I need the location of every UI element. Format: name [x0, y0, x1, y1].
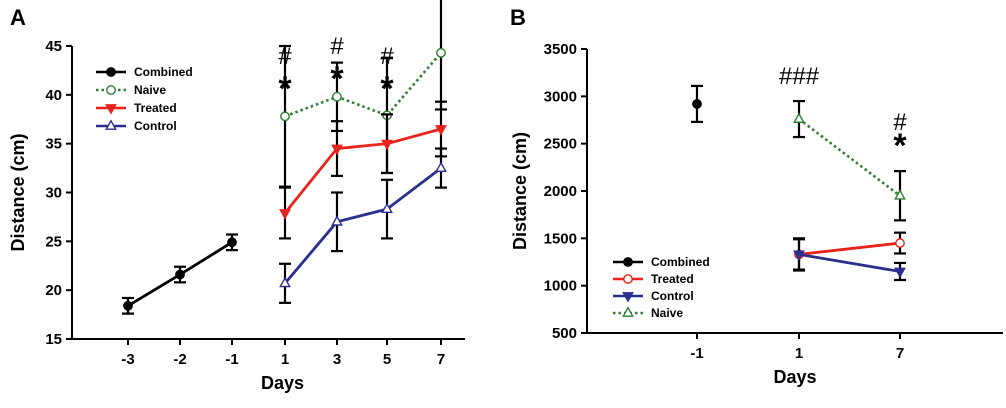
- panel-a-legend-marker: [105, 104, 117, 115]
- panel-a-point-combined: [123, 300, 133, 311]
- panel-b-significance-star: *: [893, 127, 907, 165]
- panel-b-point-treated: [895, 238, 905, 248]
- panel-b-x-tick-label: 1: [795, 345, 803, 362]
- panel-a-point-control: [381, 202, 393, 214]
- panel-a-legend-marker: [106, 67, 116, 77]
- panel-a-legend-label: Combined: [134, 65, 193, 79]
- panel-a-x-tick-label: 3: [333, 351, 341, 368]
- panel-b-series-line-naive: [798, 118, 901, 197]
- panel-a-series-naive: [279, 0, 447, 188]
- panel-b-y-tick-label: 2000: [544, 183, 577, 200]
- panel-b-legend-label: Control: [651, 289, 694, 303]
- panel-a-legend-label: Control: [134, 119, 177, 133]
- panel-b-y-tick-label: 500: [552, 325, 577, 342]
- panel-a-significance-star: *: [380, 70, 394, 108]
- panel-a-x-tick-label: 5: [383, 351, 391, 368]
- panel-b-legend-marker: [622, 306, 634, 317]
- panel-b-significance-hash: ###: [779, 63, 820, 90]
- panel-b-legend-label: Treated: [651, 272, 694, 286]
- panel-a-x-tick-label: -1: [225, 351, 238, 368]
- panel-b-legend-label: Naive: [651, 306, 683, 320]
- panel-a-series-line-naive: [284, 51, 442, 118]
- panel-a-y-tick-label: 35: [45, 136, 62, 153]
- panel-a-significance-hash: #: [278, 43, 292, 70]
- panel-a-significance-star: *: [278, 70, 292, 108]
- panel-a-y-tick-label: 25: [45, 233, 62, 250]
- panel-b-legend-marker: [622, 292, 634, 303]
- panel-b-legend-label: Combined: [651, 255, 710, 269]
- panel-b-series-control: [793, 238, 906, 282]
- panel-b-series-line-control: [798, 253, 901, 273]
- panel-b-y-tick-label: 1000: [544, 278, 577, 295]
- panel-a-x-tick-label: -2: [173, 351, 186, 368]
- panel-a-legend-marker: [105, 119, 117, 130]
- panel-a-significance-hash: #: [330, 33, 344, 60]
- panel-b-significance-hash: #: [893, 109, 907, 136]
- panel-b-point-combined: [692, 99, 702, 109]
- panel-b-legend: Combined Treated Control Naive: [613, 255, 710, 320]
- panel-a-point-control: [279, 276, 291, 288]
- panel-a-x-tick-label: 7: [437, 351, 445, 368]
- panel-a-point-treated: [279, 209, 291, 220]
- panel-b-y-tick-label: 3000: [544, 88, 577, 105]
- panel-a-legend-marker: [106, 85, 116, 95]
- panel-a-legend-label: Treated: [134, 101, 177, 115]
- panel-a-series-combined: [122, 233, 238, 315]
- panel-a-point-treated: [381, 139, 393, 151]
- panel-a-point-treated: [331, 144, 343, 156]
- panel-a-y-tick-label: 15: [45, 331, 62, 348]
- panel-a-point-naive: [436, 47, 446, 58]
- panel-a-series-line-control: [283, 166, 442, 285]
- panel-a-point-combined: [227, 237, 237, 248]
- panel-b-y-tick-label: 1500: [544, 230, 577, 247]
- panel-b-x-tick-label: 7: [896, 345, 904, 362]
- panel-a-y-tick-label: 30: [45, 185, 62, 202]
- panel-a-legend: Combined Naive Treated Control: [96, 65, 193, 133]
- panel-b-point-naive: [793, 112, 805, 123]
- panel-b-series-naive: [793, 99, 906, 222]
- panel-a-y-axis-title: Distance (cm): [8, 133, 28, 251]
- panel-a-point-combined: [175, 269, 185, 280]
- panel-a-point-control: [435, 161, 447, 172]
- panel-b-point-control: [793, 250, 805, 262]
- panel-a-point-naive: [280, 111, 290, 122]
- panel-b-x-axis-title: Days: [773, 367, 816, 387]
- panel-b-point-naive: [894, 189, 906, 200]
- panel-a-point-treated: [435, 125, 447, 136]
- panel-b-x-tick-label: -1: [690, 345, 703, 362]
- panel-a-point-naive: [332, 91, 342, 102]
- panel-a-y-tick-label: 40: [45, 87, 62, 104]
- panel-a-series-line-treated: [283, 127, 442, 214]
- panel-a-legend-label: Naive: [134, 83, 166, 97]
- panel-b-legend-marker: [623, 274, 633, 284]
- panel-b-y-axis-title: Distance (cm): [510, 132, 530, 250]
- panel-a-x-tick-label: 1: [281, 351, 289, 368]
- panel-a-point-control: [331, 215, 343, 226]
- panel-b-series-combined: [691, 84, 703, 123]
- panel-a-significance-hash: #: [380, 43, 394, 70]
- panel-a-x-tick-label: -3: [121, 351, 134, 368]
- panel-a-series-treated: [279, 100, 447, 240]
- panel-a-series-control: [279, 147, 447, 304]
- panel-b-legend-marker: [623, 257, 633, 267]
- panel-a-x-axis-title: Days: [261, 373, 304, 393]
- panel-b-point-control: [894, 267, 906, 279]
- panel-a-y-tick-label: 20: [45, 282, 62, 299]
- panel-b-y-tick-label: 2500: [544, 136, 577, 153]
- panel-b-label: B: [510, 5, 526, 30]
- panel-b-series-line-treated: [798, 241, 901, 256]
- panel-a-y-tick-label: 45: [45, 38, 62, 55]
- panel-b-series-treated: [793, 231, 906, 272]
- panel-b-y-tick-label: 3500: [544, 41, 577, 58]
- panel-a-significance-star: *: [330, 60, 344, 98]
- panel-b-chart: B 500 1000 1500 2000 2500 3000 3500 -1 1 7 Days Dis…: [510, 5, 1003, 387]
- panel-a-label: A: [10, 5, 26, 30]
